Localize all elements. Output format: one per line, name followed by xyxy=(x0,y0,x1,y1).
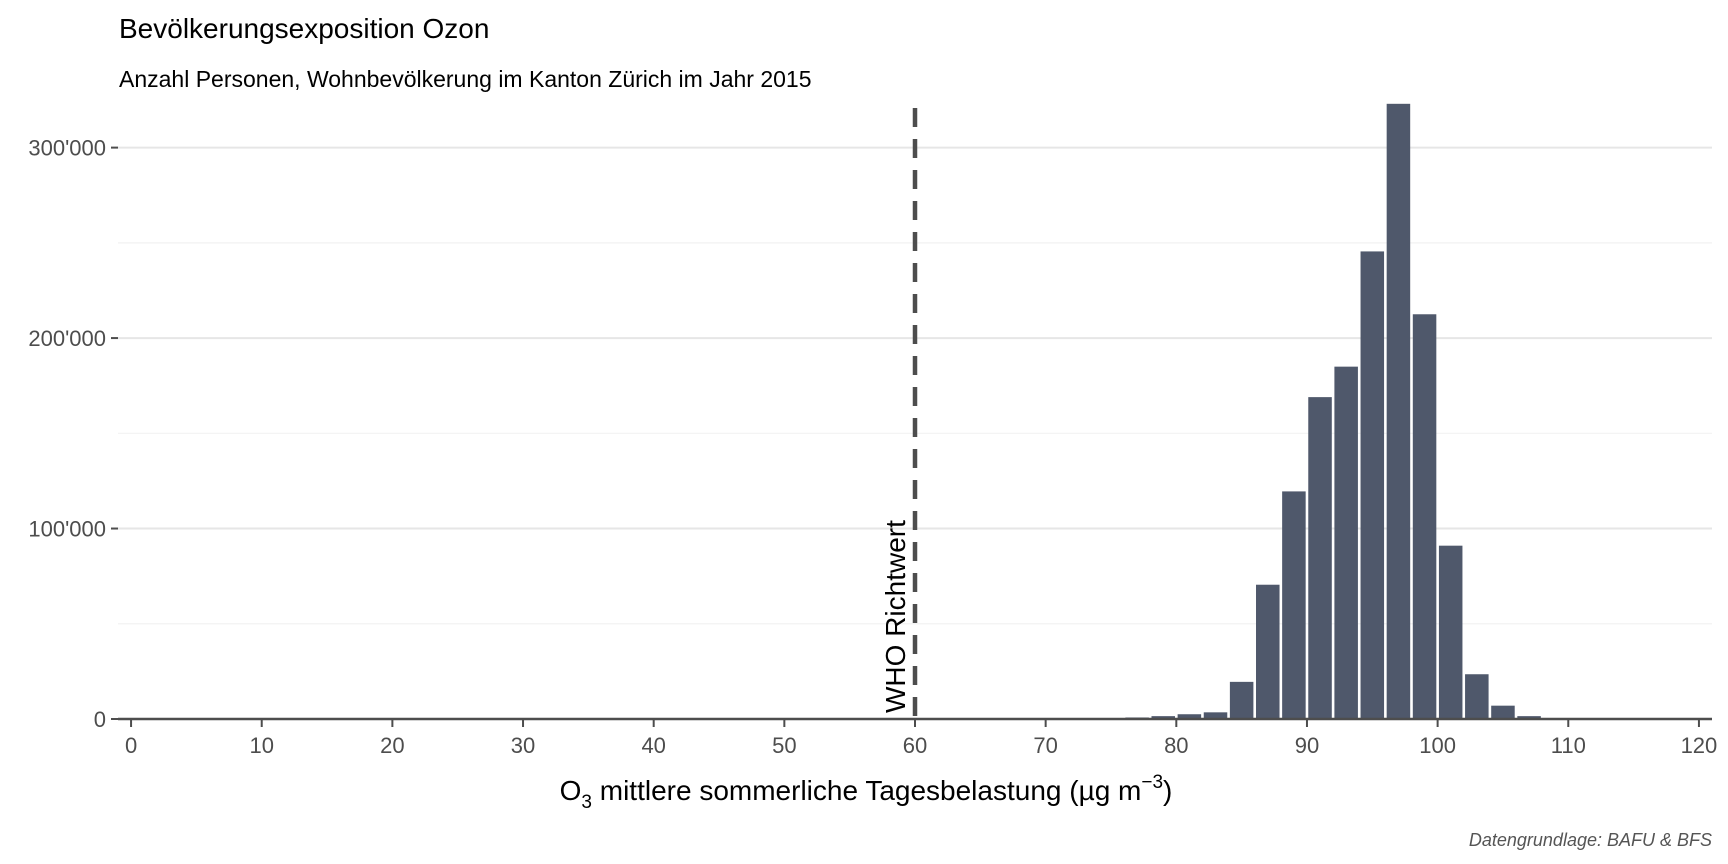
y-tick-label: 200'000 xyxy=(28,326,106,351)
x-tick-label: 80 xyxy=(1164,733,1188,758)
x-tick-label: 100 xyxy=(1419,733,1456,758)
x-tick-label: 30 xyxy=(511,733,535,758)
bar xyxy=(1334,366,1358,719)
x-tick-label: 70 xyxy=(1033,733,1057,758)
y-tick-label: 0 xyxy=(94,707,106,732)
x-axis-title-prefix: O xyxy=(560,775,582,806)
x-axis-title-superscript: −3 xyxy=(1141,772,1163,793)
chart-caption: Datengrundlage: BAFU & BFS xyxy=(1469,830,1712,850)
bar xyxy=(1386,103,1411,719)
y-tick-label: 300'000 xyxy=(28,136,106,161)
bar xyxy=(1151,716,1176,719)
bar xyxy=(1229,681,1254,719)
bar xyxy=(1360,251,1385,720)
x-axis-title-subscript: 3 xyxy=(581,792,592,813)
bar xyxy=(1177,714,1202,719)
x-tick-label: 90 xyxy=(1295,733,1319,758)
bar xyxy=(1412,314,1437,719)
chart-title: Bevölkerungsexposition Ozon xyxy=(119,13,489,44)
y-tick-label: 100'000 xyxy=(28,517,106,542)
reference-line-group: WHO Richtwert xyxy=(880,108,918,719)
x-tick-label: 10 xyxy=(249,733,273,758)
x-axis: 0 10 20 30 40 50 60 70 80 90 100 110 120 xyxy=(118,717,1718,758)
bar xyxy=(1256,584,1280,719)
x-tick-label: 110 xyxy=(1551,733,1586,758)
x-axis-title-suffix: ) xyxy=(1163,775,1172,806)
bar xyxy=(1491,705,1515,719)
bars xyxy=(1125,103,1541,720)
chart-subtitle: Anzahl Personen, Wohnbevölkerung im Kant… xyxy=(119,66,812,92)
x-tick-label: 120 xyxy=(1681,733,1718,758)
bar xyxy=(1438,545,1463,719)
bar xyxy=(1308,397,1332,719)
x-axis-title-main: mittlere sommerliche Tagesbelastung (µg … xyxy=(592,775,1141,806)
y-axis: 0 100'000 200'000 300'000 xyxy=(28,136,118,732)
x-tick-label: 40 xyxy=(641,733,665,758)
bar xyxy=(1282,491,1306,719)
x-axis-title: O3 mittlere sommerliche Tagesbelastung (… xyxy=(560,772,1173,813)
bar xyxy=(1517,716,1541,719)
bar xyxy=(1465,674,1489,719)
who-reference-label: WHO Richtwert xyxy=(880,520,911,713)
x-tick-label: 60 xyxy=(903,733,927,758)
x-tick-label: 20 xyxy=(380,733,404,758)
x-tick-label: 0 xyxy=(125,733,137,758)
bar xyxy=(1203,712,1228,719)
x-tick-label: 50 xyxy=(772,733,796,758)
